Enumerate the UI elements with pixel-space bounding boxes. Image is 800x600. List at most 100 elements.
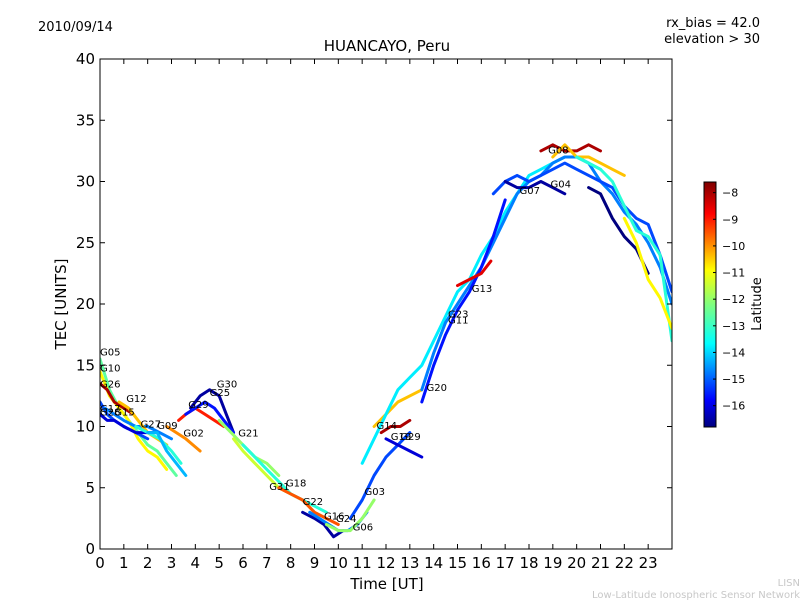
sat-label: G18 <box>286 479 306 490</box>
footer-lisn: LISN <box>778 578 800 589</box>
sat-label: G04 <box>551 180 571 191</box>
sat-label: G13 <box>472 284 492 295</box>
sat-label: G11 <box>448 316 468 327</box>
y-tick-label: 35 <box>76 111 95 129</box>
series-g07 <box>491 161 672 294</box>
x-tick-label: 3 <box>167 554 177 572</box>
series-gx2 <box>575 155 672 343</box>
x-tick-label: 6 <box>238 554 248 572</box>
date-label: 2010/09/14 <box>38 20 113 35</box>
sat-label: G07 <box>520 186 540 197</box>
series-g13 <box>456 259 493 288</box>
x-tick-label: 17 <box>496 554 515 572</box>
sat-label: G10 <box>100 363 120 374</box>
x-tick-label: 5 <box>214 554 224 572</box>
colorbar: −8 −9 −10 −11 −12 −13 −14 −15 −16 Latitude <box>703 181 765 428</box>
sat-label: G27 <box>141 420 161 431</box>
series-g19 <box>379 418 412 435</box>
sat-label: G29 <box>400 432 420 443</box>
x-tick-label: 0 <box>95 554 105 572</box>
series-g29b <box>384 437 424 459</box>
sat-label: G12 <box>126 394 146 405</box>
sat-label: G22 <box>303 497 323 508</box>
colorbar-tick-label: −15 <box>722 373 745 386</box>
sat-label: G21 <box>238 428 258 439</box>
x-tick-label: 15 <box>448 554 467 572</box>
sat-label: G05 <box>100 347 120 358</box>
sat-label: G02 <box>183 428 203 439</box>
series-g09 <box>146 431 188 477</box>
series-g30 <box>189 388 235 435</box>
sat-label: G28 <box>100 408 120 419</box>
series-g11 <box>420 198 507 404</box>
y-tick-label: 15 <box>76 356 95 374</box>
y-tick-label: 30 <box>76 173 95 191</box>
sat-label: G19 <box>391 432 411 443</box>
series-g16 <box>301 510 345 539</box>
rx-bias-label: rx_bias = 42.0 <box>666 16 760 31</box>
x-tick-label: 13 <box>400 554 419 572</box>
sat-label: G24 <box>336 514 356 525</box>
colorbar-tick-label: −8 <box>722 187 738 200</box>
sat-label: G15 <box>114 408 134 419</box>
series-g29 <box>177 406 226 428</box>
x-tick-label: 7 <box>262 554 272 572</box>
sat-label: G08 <box>548 145 568 156</box>
series-g18 <box>241 443 328 514</box>
x-tick-label: 21 <box>591 554 610 572</box>
series-gx1 <box>551 143 626 177</box>
y-tick-label: 5 <box>85 479 95 497</box>
sat-label: G20 <box>427 383 447 394</box>
colorbar-tick-label: −13 <box>722 320 745 333</box>
y-tick-label: 10 <box>76 418 95 436</box>
sat-label: G23 <box>448 310 468 321</box>
sat-label: G03 <box>365 487 385 498</box>
colorbar-tick-label: −14 <box>722 346 745 359</box>
x-tick-label: 12 <box>376 554 395 572</box>
x-tick-label: 16 <box>472 554 491 572</box>
series-g14 <box>372 388 424 428</box>
series-g25 <box>184 400 235 435</box>
footer-network: Low-Latitude Ionospheric Sensor Network <box>592 590 800 600</box>
x-tick-label: 9 <box>310 554 320 572</box>
x-tick-label: 10 <box>329 554 348 572</box>
sat-label-layer: G05G10G26G12G17G28G15G27G09G02G29G25G30G… <box>100 145 571 533</box>
x-tick-label: 19 <box>543 554 562 572</box>
x-tick-label: 8 <box>286 554 296 572</box>
colorbar-tick-label: −11 <box>722 267 745 280</box>
sat-label: G16 <box>324 512 344 523</box>
sat-label: G29 <box>188 400 208 411</box>
y-axis-label: TEC [UNITS] <box>52 259 70 351</box>
colorbar-tick-label: −16 <box>722 400 745 413</box>
x-tick-label: 1 <box>119 554 129 572</box>
x-tick-label: 2 <box>143 554 153 572</box>
y-tick-label: 20 <box>76 295 95 313</box>
chart-title: HUANCAYO, Peru <box>324 37 450 55</box>
colorbar-gradient <box>703 181 717 428</box>
elevation-label: elevation > 30 <box>664 32 760 47</box>
x-tick-label: 4 <box>191 554 201 572</box>
series-g03 <box>348 431 412 520</box>
y-tick-label: 0 <box>85 540 95 558</box>
sat-label: G31 <box>269 482 289 493</box>
series-g02 <box>165 425 202 453</box>
sat-label: G14 <box>377 421 397 432</box>
x-axis-label: Time [UT] <box>349 575 423 593</box>
x-axis: 0 1 2 3 4 5 6 7 8 9 10 11 12 13 14 15 16 17 18 19 20 21 22 23 <box>95 59 658 572</box>
sat-label: G25 <box>210 388 230 399</box>
colorbar-tick-label: −12 <box>722 293 745 306</box>
x-tick-label: 18 <box>519 554 538 572</box>
series-g22 <box>277 486 340 526</box>
series-g06 <box>324 498 376 533</box>
y-axis: 0 5 10 15 20 25 30 35 40 <box>76 50 672 558</box>
x-tick-label: 14 <box>424 554 443 572</box>
x-tick-label: 23 <box>639 554 658 572</box>
y-tick-label: 40 <box>76 50 95 68</box>
series-layer <box>100 143 672 539</box>
colorbar-tick-label: −10 <box>722 240 745 253</box>
series-g26 <box>100 382 135 416</box>
y-tick-label: 25 <box>76 234 95 252</box>
colorbar-ticks: −8 −9 −10 −11 −12 −13 −14 −15 −16 <box>713 187 745 413</box>
colorbar-tick-label: −9 <box>722 213 738 226</box>
